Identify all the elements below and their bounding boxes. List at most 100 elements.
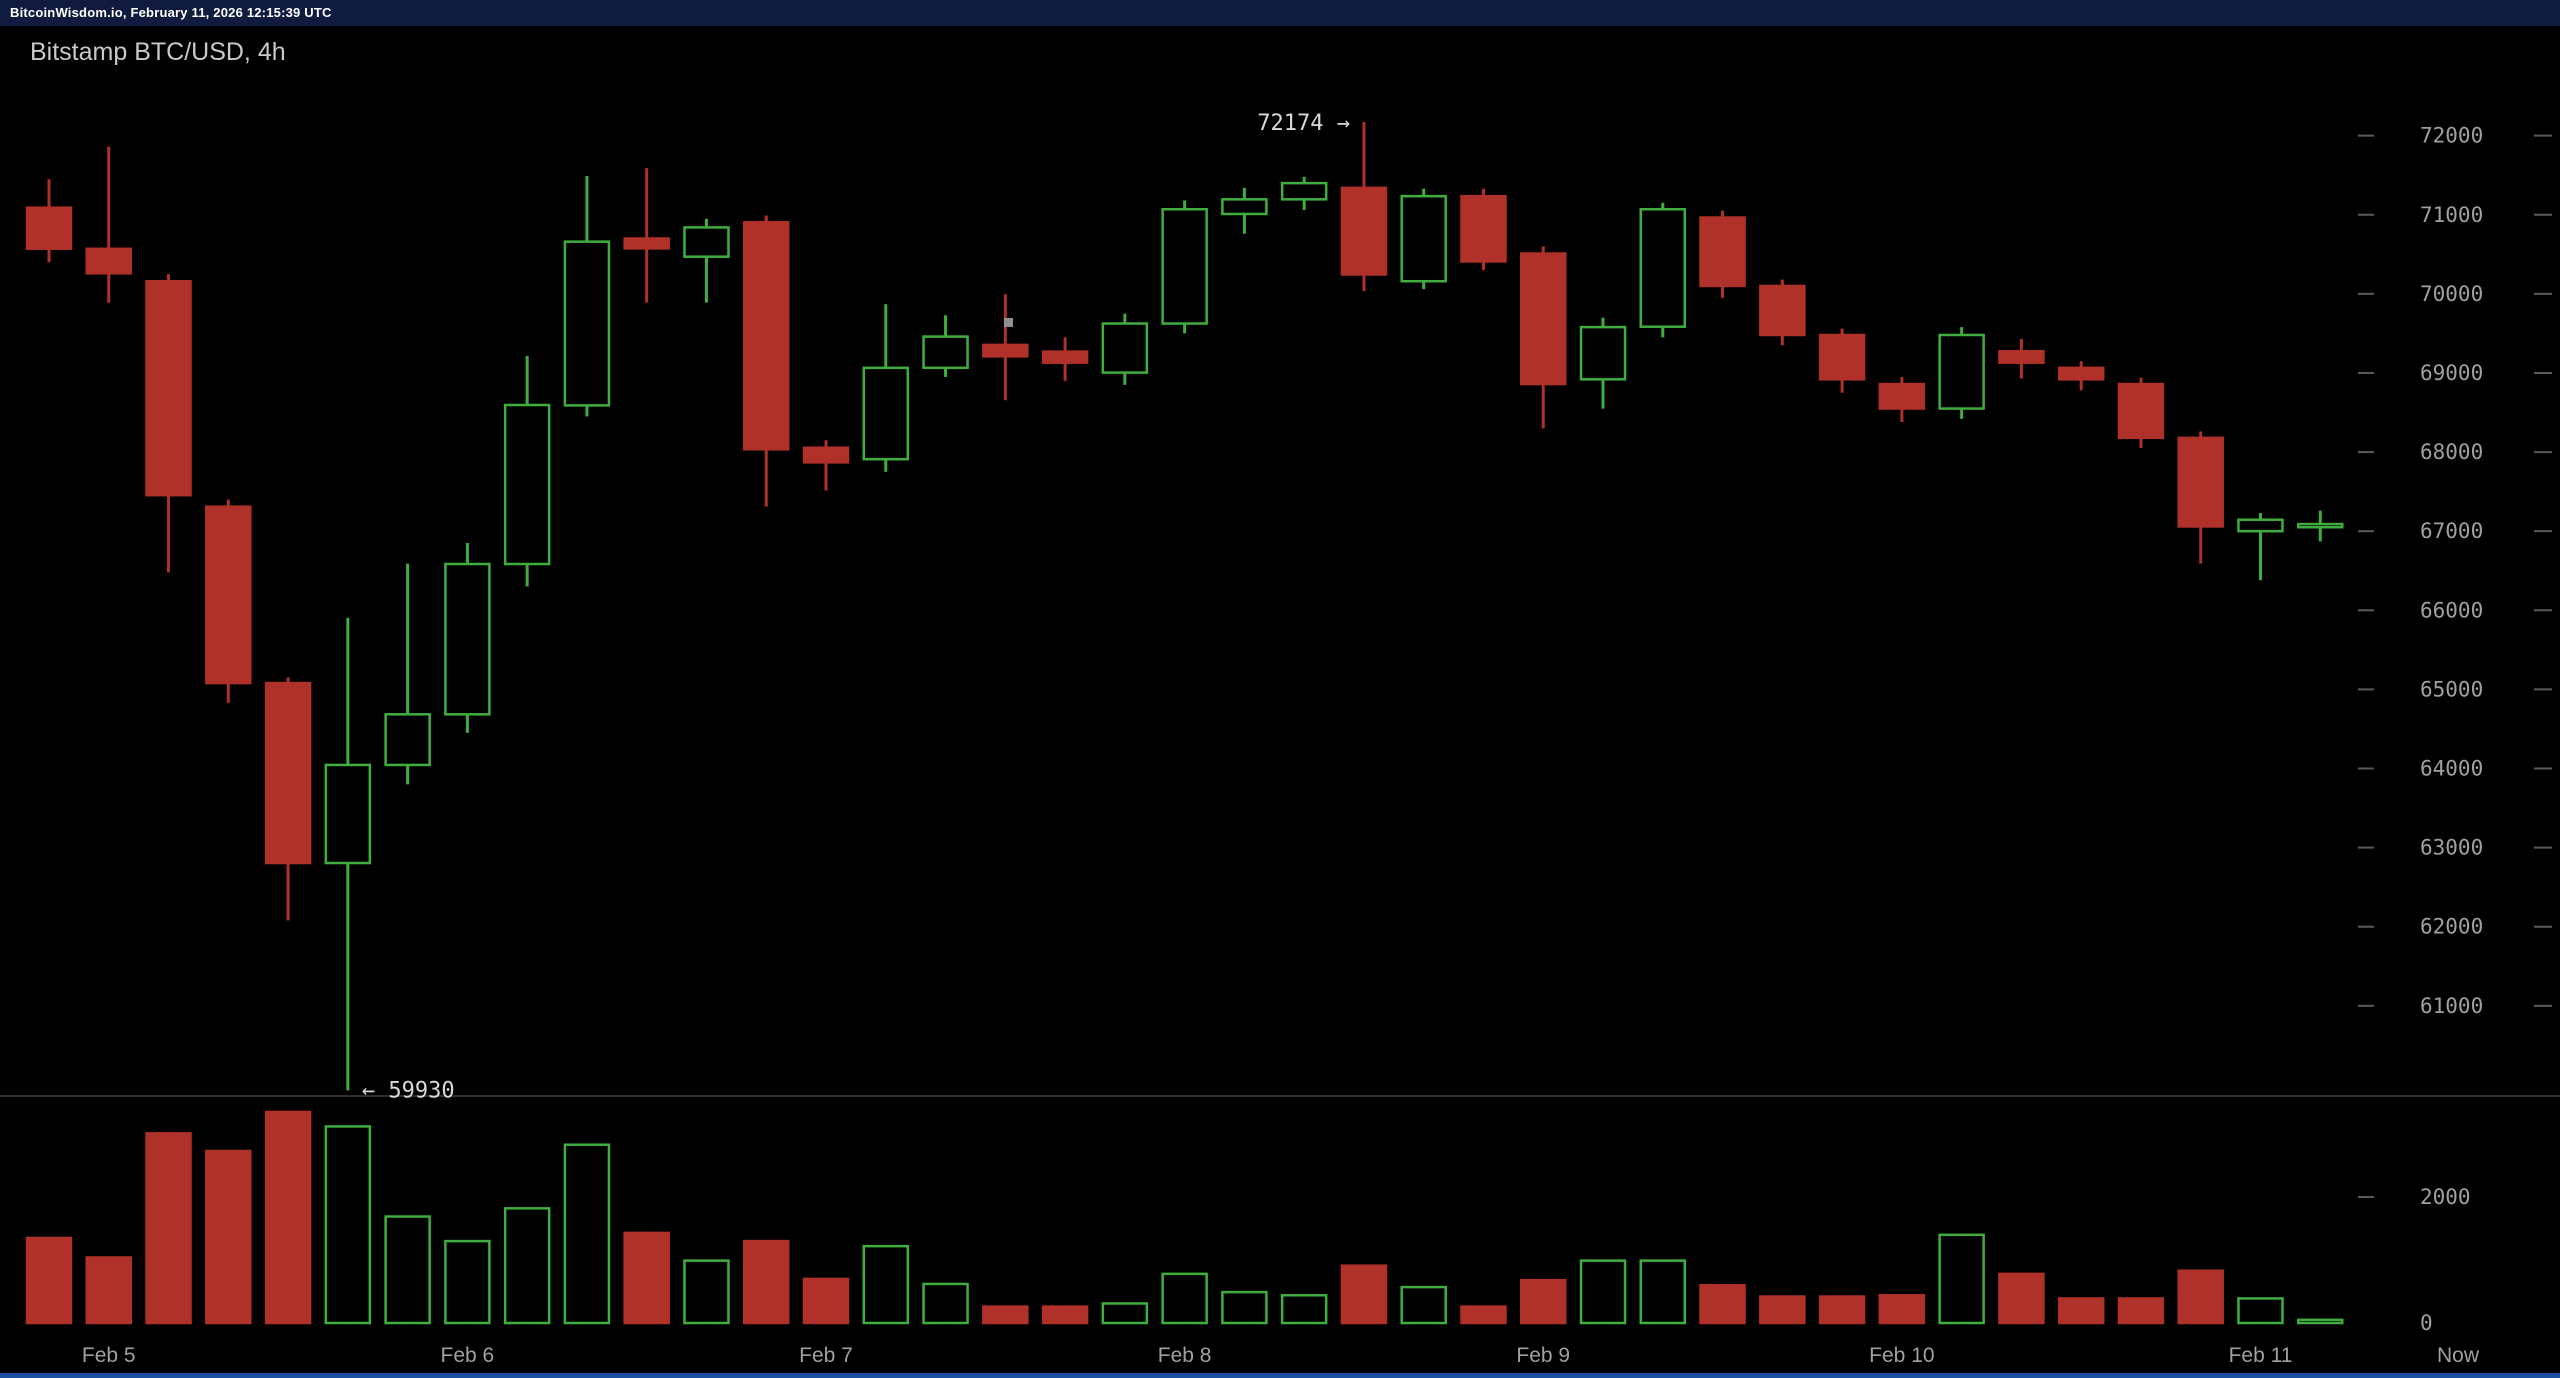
volume-bar-up [563,1143,611,1325]
candle-body-up [1579,325,1627,381]
now-label: Now [2437,1344,2480,1367]
candle-body-down [85,247,133,275]
volume-bar-down [145,1132,192,1325]
bottom-strip [0,1373,2560,1378]
price-axis-label: 66000 [2420,598,2483,622]
chart-title: Bitstamp BTC/USD, 4h [30,38,286,66]
volume-bar-down [1998,1272,2045,1325]
candle-body-down [982,343,1029,358]
candle-body-down [2177,436,2224,528]
candle-body-down [25,206,73,251]
candle-body-down [2117,382,2165,440]
volume-bar-down [742,1239,790,1325]
candle-body-up [1161,207,1208,325]
volume-bar-down [85,1256,133,1325]
candle-body-up [862,366,910,461]
volume-bar-down [982,1305,1029,1325]
volume-bar-up [384,1215,431,1325]
volume-bar-up [683,1259,730,1325]
volume-bar-down [1699,1283,1746,1325]
candle-body-down [1699,216,1746,288]
candle-body-down [1998,349,2045,364]
candle-body-up [1101,322,1149,374]
topbar: BitcoinWisdom.io, February 11, 2026 12:1… [0,0,2560,26]
price-axis-label: 62000 [2420,915,2483,939]
topbar-text: BitcoinWisdom.io, February 11, 2026 12:1… [10,5,332,20]
candle-body-down [802,446,850,464]
date-label: Feb 7 [799,1344,853,1367]
candle-body-up [1221,198,1268,216]
candle-body-down [1818,333,1866,381]
volume-bar-down [2057,1297,2105,1325]
date-label: Feb 11 [2229,1344,2293,1367]
date-label: Feb 9 [1516,1344,1570,1367]
candle-body-down [623,237,670,250]
candle-body-up [1639,207,1687,328]
volume-bar-down [264,1110,312,1325]
candle-body-up [324,763,372,865]
volume-bar-up [1101,1302,1149,1325]
high-annotation: 72174 → [1257,111,1350,136]
volume-bar-down [2117,1297,2165,1325]
price-axis-label: 70000 [2420,282,2483,306]
volume-bar-up [1938,1233,1985,1325]
volume-bar-up [1400,1285,1447,1325]
volume-bar-up [2297,1318,2344,1325]
candle-body-up [1938,333,1985,410]
candle-body-down [1340,186,1388,276]
candle-body-down [1460,194,1507,263]
volume-bar-down [623,1231,670,1325]
candle-body-up [1280,181,1328,201]
volume-bar-down [1520,1278,1567,1325]
price-axis-label: 65000 [2420,677,2483,701]
candle-body-down [1520,252,1567,386]
candle-body-down [1041,350,1089,364]
candle-body-up [444,562,491,716]
price-axis-label: 67000 [2420,519,2483,543]
volume-bar-down [1878,1294,1926,1325]
low-annotation: ← 59930 [362,1078,455,1103]
date-label: Feb 5 [82,1344,136,1367]
candle-body-up [2297,522,2344,529]
volume-bar-down [802,1277,850,1325]
volume-bar-down [205,1149,252,1325]
candle-body-down [1759,284,1806,337]
candle-body-down [205,505,252,685]
date-label: Feb 10 [1869,1344,1934,1367]
volume-bar-up [1161,1272,1208,1325]
volume-bar-down [1759,1295,1806,1325]
volume-bar-up [922,1282,969,1325]
candle-body-up [384,713,431,767]
candle-body-up [683,226,730,258]
volume-bar-down [1818,1295,1866,1325]
volume-bar-down [25,1236,73,1325]
candle-body-up [922,335,969,370]
cursor-marker [1004,318,1013,327]
candle-body-down [264,681,312,865]
volume-bar-up [503,1207,551,1325]
volume-bar-up [324,1125,372,1325]
volume-bar-up [1579,1259,1627,1325]
price-axis-label: 64000 [2420,757,2483,781]
date-label: Feb 6 [441,1344,495,1367]
price-axis-label: 63000 [2420,836,2483,860]
volume-bar-down [1340,1264,1388,1325]
volume-bar-up [1639,1259,1687,1325]
volume-bar-up [2237,1297,2284,1325]
volume-axis-label: 0 [2420,1311,2433,1335]
price-axis-label: 72000 [2420,124,2483,148]
volume-axis-label: 2000 [2420,1185,2471,1209]
price-axis-label: 69000 [2420,361,2483,385]
price-axis-label: 61000 [2420,994,2483,1018]
candle-body-up [503,403,551,566]
price-axis-label: 68000 [2420,440,2483,464]
volume-bar-up [862,1244,910,1325]
candle-body-up [1400,194,1447,283]
volume-bar-up [1280,1294,1328,1325]
candle-body-up [2237,518,2284,533]
date-label: Feb 8 [1158,1344,1212,1367]
volume-bar-down [2177,1269,2224,1325]
candle-body-up [563,240,611,407]
price-axis-label: 71000 [2420,203,2483,227]
